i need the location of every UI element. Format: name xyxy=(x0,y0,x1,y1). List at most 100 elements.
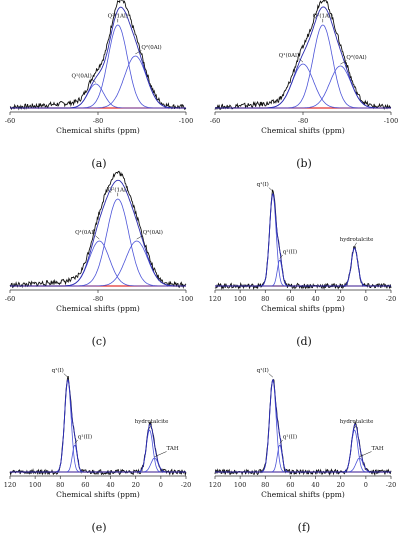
peak-label: Q¹(0Al) xyxy=(75,229,95,236)
peak-label: Q²(0Al) xyxy=(346,54,366,61)
peak-label: hydrotalcite xyxy=(135,419,169,425)
chart-d: 120 100 80 60 40 20 0 -20 Chemical shifts (ppm) q… xyxy=(209,181,396,313)
x-tick-label: -60 xyxy=(5,117,15,125)
fitted-peak xyxy=(10,198,186,287)
x-tick-label: 80 xyxy=(56,481,64,489)
x-axis-label: Chemical shifts (ppm) xyxy=(56,490,140,499)
peak-label: q¹(II) xyxy=(283,248,297,255)
experimental-trace xyxy=(9,0,187,111)
fitted-peak xyxy=(215,444,391,473)
panel-label-f: (f) xyxy=(297,521,311,534)
x-tick-label: 0 xyxy=(364,295,368,303)
experimental-trace xyxy=(214,378,392,476)
experimental-trace xyxy=(9,375,187,477)
x-tick-label: 40 xyxy=(311,295,319,303)
panel-a: -60 -80 -100 Chemical shifts (ppm) Q²(1Al) Q²… xyxy=(4,0,194,178)
x-tick-label: 80 xyxy=(261,295,269,303)
x-tick-label: -20 xyxy=(181,481,191,489)
x-axis-label: Chemical shifts (ppm) xyxy=(56,304,140,313)
x-tick-label: -60 xyxy=(5,295,15,303)
fit-sum-curve xyxy=(215,193,391,287)
peak-label: TAH xyxy=(372,446,384,452)
peak-pointer xyxy=(91,78,96,83)
panel-label-a: (a) xyxy=(91,157,107,170)
x-axis-label: Chemical shifts (ppm) xyxy=(56,126,140,135)
fitted-peak xyxy=(10,24,186,109)
peak-label: Q¹(0Al) xyxy=(72,73,92,80)
peak-pointer xyxy=(268,187,273,192)
x-axis-label: Chemical shifts (ppm) xyxy=(261,490,345,499)
x-axis-label: Chemical shifts (ppm) xyxy=(261,304,345,313)
x-tick-label: -100 xyxy=(384,117,399,125)
chart-c: -60 -80 -100 Chemical shifts (ppm) Q²(1Al) Q²… xyxy=(5,170,194,313)
peak-label: hydrotalcite xyxy=(340,419,374,425)
fit-sum-curve xyxy=(10,179,186,287)
chart-f: 120 100 80 60 40 20 0 -20 Chemical shifts (ppm) q… xyxy=(209,367,396,499)
peak-pointer xyxy=(268,373,273,378)
x-tick-label: -60 xyxy=(210,117,220,125)
peak-label: Q²(1Al) xyxy=(313,12,333,19)
chart-a: -60 -80 -100 Chemical shifts (ppm) Q²(1Al) Q²… xyxy=(5,0,194,135)
x-tick-label: 80 xyxy=(261,481,269,489)
peak-label: Q¹(0Al) xyxy=(279,52,299,59)
x-tick-label: 100 xyxy=(234,481,246,489)
fit-sum-curve xyxy=(215,6,391,109)
peak-label: hydrotalcite xyxy=(340,237,374,243)
x-tick-label: -20 xyxy=(386,481,396,489)
x-axis-label: Chemical shifts (ppm) xyxy=(261,126,345,135)
fitted-peak xyxy=(215,259,391,287)
x-tick-label: -80 xyxy=(93,117,103,125)
peak-pointer xyxy=(279,439,283,444)
panel-c: -60 -80 -100 Chemical shifts (ppm) Q²(1Al) Q²… xyxy=(4,170,194,356)
x-tick-label: 20 xyxy=(337,481,345,489)
chart-e: 120 100 80 60 40 20 0 -20 Chemical shifts (ppm) q… xyxy=(4,367,191,499)
peak-label: Q²(1Al) xyxy=(108,186,128,193)
peak-pointer xyxy=(354,424,357,429)
x-tick-label: 40 xyxy=(311,481,319,489)
fit-sum-curve xyxy=(10,6,186,109)
panel-d: 120 100 80 60 40 20 0 -20 Chemical shifts (ppm) q… xyxy=(209,180,399,356)
panel-label-e: (e) xyxy=(91,521,107,534)
peak-pointer xyxy=(149,424,152,429)
fit-sum-curve xyxy=(215,379,391,473)
x-tick-label: 100 xyxy=(29,481,41,489)
x-tick-label: -100 xyxy=(179,295,194,303)
panel-label-d: (d) xyxy=(296,335,312,348)
peak-pointer xyxy=(354,242,357,247)
x-tick-label: -100 xyxy=(179,117,194,125)
peak-label: Q²(0Al) xyxy=(143,229,163,236)
fitted-peak xyxy=(215,65,391,109)
peak-pointer xyxy=(95,235,100,240)
x-tick-label: -80 xyxy=(93,295,103,303)
peak-pointer xyxy=(154,451,167,457)
x-tick-label: 20 xyxy=(132,481,140,489)
peak-label: TAH xyxy=(167,446,179,452)
x-tick-label: -80 xyxy=(298,117,308,125)
peak-pointer xyxy=(359,451,372,457)
experimental-trace xyxy=(214,0,392,110)
x-tick-label: -20 xyxy=(386,295,396,303)
peak-label: q¹(II) xyxy=(78,433,92,440)
peak-label: Q²(1Al) xyxy=(108,12,128,19)
peak-label: Q²(0Al) xyxy=(141,44,161,51)
peak-pointer xyxy=(135,50,142,55)
peak-pointer xyxy=(136,235,143,240)
panel-f: 120 100 80 60 40 20 0 -20 Chemical shifts (ppm) q… xyxy=(209,366,399,542)
panel-label-c: (c) xyxy=(91,335,107,348)
x-tick-label: 60 xyxy=(286,481,294,489)
x-tick-label: 0 xyxy=(364,481,368,489)
x-tick-label: 60 xyxy=(286,295,294,303)
chart-b: -60 -80 -100 Chemical shifts (ppm) Q²(1Al) Q²… xyxy=(210,0,399,135)
x-tick-label: 120 xyxy=(209,481,221,489)
x-tick-label: 100 xyxy=(234,295,246,303)
peak-pointer xyxy=(279,254,283,259)
x-tick-label: 20 xyxy=(337,295,345,303)
peak-label: q¹(I) xyxy=(257,367,269,374)
peak-label: q¹(I) xyxy=(257,181,269,188)
peak-pointer xyxy=(63,373,68,378)
x-tick-label: 120 xyxy=(4,481,16,489)
fitted-peak xyxy=(10,379,186,473)
fitted-peak xyxy=(10,457,186,473)
panel-label-b: (b) xyxy=(296,157,312,170)
x-tick-label: 60 xyxy=(81,481,89,489)
